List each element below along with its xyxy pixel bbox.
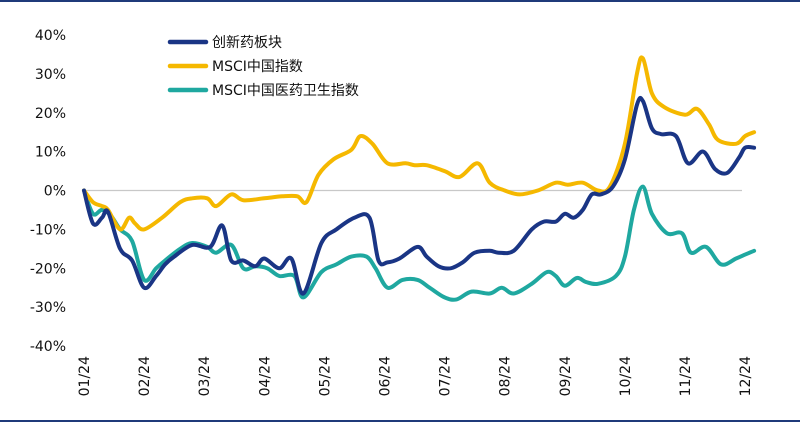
x-tick-label: 04/24 [257, 356, 273, 396]
top-border [0, 0, 800, 2]
x-tick-label: 06/24 [378, 356, 394, 396]
legend-label: MSCI中国指数 [212, 59, 303, 75]
y-tick-label: 40% [35, 28, 66, 44]
x-tick-label: 03/24 [197, 356, 213, 396]
x-tick-label: 05/24 [317, 356, 333, 396]
y-tick-label: -10% [30, 222, 66, 238]
y-tick-label: -40% [30, 339, 66, 355]
y-tick-label: 10% [35, 145, 66, 161]
series-line-3 [82, 184, 757, 302]
series-layer [82, 55, 757, 302]
x-tick-label: 08/24 [498, 356, 514, 396]
legend-label: MSCI中国医药卫生指数 [212, 83, 359, 99]
x-tick-label: 09/24 [558, 356, 574, 396]
x-tick-label: 10/24 [618, 356, 634, 396]
y-tick-label: 20% [35, 106, 66, 122]
x-tick-label: 12/24 [738, 356, 754, 396]
series-line-2 [82, 55, 757, 232]
legend: 创新药板块 MSCI中国指数 MSCI中国医药卫生指数 [167, 35, 359, 99]
legend-label: 创新药板块 [212, 35, 282, 51]
y-tick-label: -20% [30, 261, 66, 277]
y-axis: 40% 30% 20% 10% 0% -10% -20% -30% -40% [30, 28, 66, 355]
x-tick-label: 02/24 [137, 356, 153, 396]
series-line-1 [82, 95, 757, 296]
x-tick-label: 01/24 [77, 356, 93, 396]
x-axis: 01/24 02/24 03/24 04/24 05/24 06/24 07/24 08/24… [77, 189, 754, 396]
x-tick-label: 07/24 [438, 356, 454, 396]
y-tick-label: 0% [44, 184, 66, 200]
y-tick-label: 30% [35, 67, 66, 83]
y-tick-label: -30% [30, 300, 66, 316]
x-tick-label: 11/24 [678, 356, 694, 396]
bottom-border [0, 420, 800, 422]
